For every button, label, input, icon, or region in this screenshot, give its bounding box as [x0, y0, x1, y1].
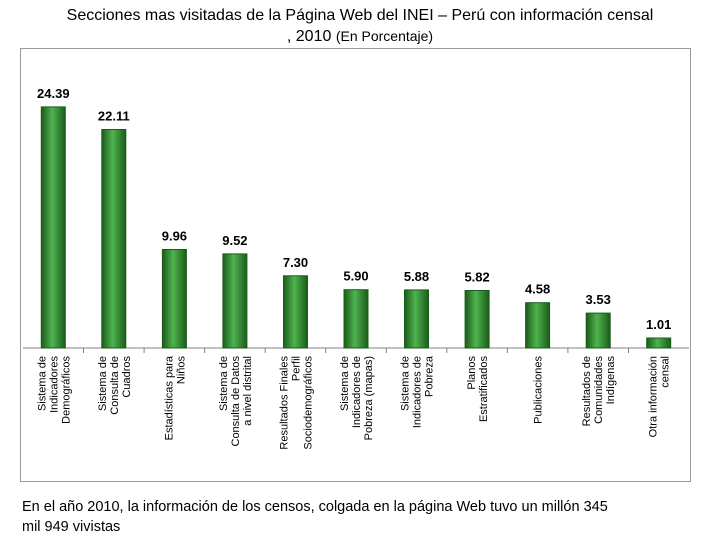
bar — [101, 129, 127, 349]
data-label: 9.52 — [222, 233, 247, 248]
x-tick-label-line: Indicadores de — [412, 356, 424, 428]
x-tick-label: Sistema deConsulta de Datosa nivel distr… — [218, 356, 254, 447]
x-tick-label: Estadísticas paraNiños — [163, 355, 187, 440]
bar — [161, 249, 187, 349]
bar — [343, 289, 369, 349]
bar — [404, 289, 429, 349]
x-tick-label-line: censal — [660, 356, 672, 388]
x-tick-label-line: Indígenas — [605, 356, 617, 405]
x-tick-label-line: Sociodemográficos — [303, 356, 315, 450]
x-tick-label-line: Consulta de — [109, 356, 121, 415]
x-tick-label-line: Niños — [175, 356, 187, 385]
chart-title-unit: (En Porcentaje) — [335, 28, 434, 44]
x-tick-label: Sistema deIndicadoresDemográficos — [36, 356, 72, 424]
x-tick-label-line: Demográficos — [60, 356, 72, 424]
data-label: 9.96 — [162, 229, 187, 244]
bar — [525, 302, 551, 349]
data-label: 5.88 — [404, 269, 429, 284]
x-tick-label-line: Comunidades — [593, 356, 605, 424]
chart-frame: 24.39 Sistema deIndicadoresDemográficos 22… — [20, 48, 691, 482]
bar — [585, 312, 611, 349]
x-tick-label-line: Sistema de — [218, 356, 230, 411]
data-label: 5.82 — [464, 270, 489, 285]
bar — [646, 337, 672, 349]
x-tick-label: Publicaciones — [533, 356, 545, 424]
x-tick-label-line: Publicaciones — [533, 356, 545, 424]
bar — [222, 253, 248, 349]
data-label: 4.58 — [525, 282, 550, 297]
footnote: En el año 2010, la información de los ce… — [22, 497, 702, 537]
x-tick-label-line: Pobreza — [424, 355, 436, 397]
x-tick-label-line: Indicadores de — [351, 356, 363, 428]
x-tick-label-line: Estratificados — [478, 356, 490, 423]
x-tick-label-line: Cuadros — [121, 356, 133, 398]
data-label: 5.90 — [343, 269, 368, 284]
x-tick-label: Sistema deConsulta deCuadros — [97, 356, 133, 415]
bar — [40, 106, 66, 349]
footnote-line1: En el año 2010, la información de los ce… — [22, 499, 608, 515]
chart-title-line2: , 2010 (En Porcentaje) — [0, 26, 720, 47]
x-tick-label: Sistema deIndicadores dePobreza — [400, 355, 436, 428]
x-tick-label-line: a nivel distrital — [242, 356, 254, 426]
x-tick-label: Resultados FinalesPerfilSociodemográfico… — [279, 356, 315, 450]
data-label: 1.01 — [646, 317, 671, 332]
x-tick-label-line: Sistema de — [97, 356, 109, 411]
data-label: 7.30 — [283, 255, 308, 270]
x-tick-label-line: Sistema de — [339, 356, 351, 411]
x-tick-label-line: Planos — [466, 356, 478, 390]
x-tick-label-line: Resultados de — [581, 356, 593, 426]
x-tick-label-line: Resultados Finales — [279, 356, 291, 450]
chart-title-line1: Secciones mas visitadas de la Página Web… — [66, 7, 654, 24]
x-tick-label-line: Indicadores — [48, 356, 60, 413]
data-label: 22.11 — [98, 109, 130, 124]
x-tick-label-line: Otra información — [648, 356, 660, 437]
chart-title-year: , 2010 — [286, 28, 332, 45]
bar — [283, 275, 308, 349]
x-tick-label: Resultados deComunidadesIndígenas — [581, 356, 617, 427]
footnote-line2: mil 949 vivistas — [22, 519, 121, 535]
bar — [464, 290, 490, 349]
x-tick-label: PlanosEstratificados — [466, 356, 490, 423]
x-tick-label-line: Sistema de — [36, 356, 48, 411]
x-tick-label: Otra informacióncensal — [648, 356, 672, 437]
x-tick-label-line: Sistema de — [400, 356, 412, 411]
chart-title: Secciones mas visitadas de la Página Web… — [0, 5, 720, 47]
x-tick-label-line: Consulta de Datos — [230, 356, 242, 447]
x-tick-label-line: Estadísticas para — [163, 355, 175, 440]
x-tick-label-line: Pobreza (mapas) — [363, 356, 375, 440]
data-label: 3.53 — [586, 292, 611, 307]
x-tick-label: Sistema deIndicadores dePobreza (mapas) — [339, 356, 375, 440]
data-label: 24.39 — [37, 86, 70, 101]
x-tick-label-line: Perfil — [291, 356, 303, 381]
